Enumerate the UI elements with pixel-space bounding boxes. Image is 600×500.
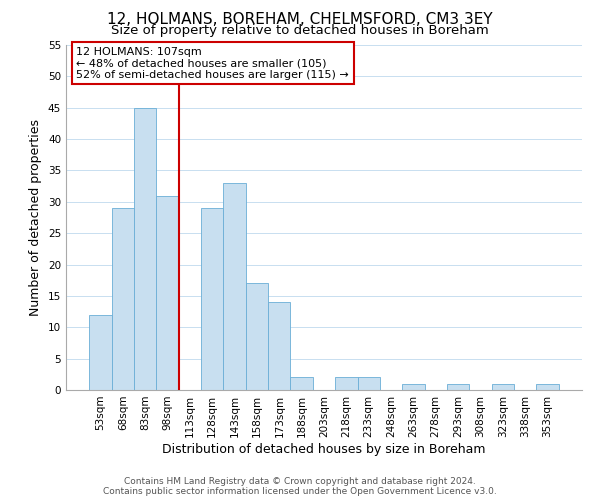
Text: 12 HOLMANS: 107sqm
← 48% of detached houses are smaller (105)
52% of semi-detach: 12 HOLMANS: 107sqm ← 48% of detached hou… <box>76 46 349 80</box>
Text: 12, HOLMANS, BOREHAM, CHELMSFORD, CM3 3EY: 12, HOLMANS, BOREHAM, CHELMSFORD, CM3 3E… <box>107 12 493 28</box>
Bar <box>358 378 380 390</box>
Bar <box>335 378 358 390</box>
Bar <box>112 208 134 390</box>
Bar <box>201 208 223 390</box>
Text: Size of property relative to detached houses in Boreham: Size of property relative to detached ho… <box>111 24 489 37</box>
Bar <box>134 108 157 390</box>
Bar <box>268 302 290 390</box>
Bar <box>290 378 313 390</box>
Bar <box>89 314 112 390</box>
Bar <box>223 183 246 390</box>
Bar <box>536 384 559 390</box>
X-axis label: Distribution of detached houses by size in Boreham: Distribution of detached houses by size … <box>162 442 486 456</box>
Bar <box>447 384 469 390</box>
Text: Contains HM Land Registry data © Crown copyright and database right 2024.
Contai: Contains HM Land Registry data © Crown c… <box>103 476 497 496</box>
Bar <box>157 196 179 390</box>
Bar <box>402 384 425 390</box>
Y-axis label: Number of detached properties: Number of detached properties <box>29 119 43 316</box>
Bar <box>246 284 268 390</box>
Bar <box>491 384 514 390</box>
